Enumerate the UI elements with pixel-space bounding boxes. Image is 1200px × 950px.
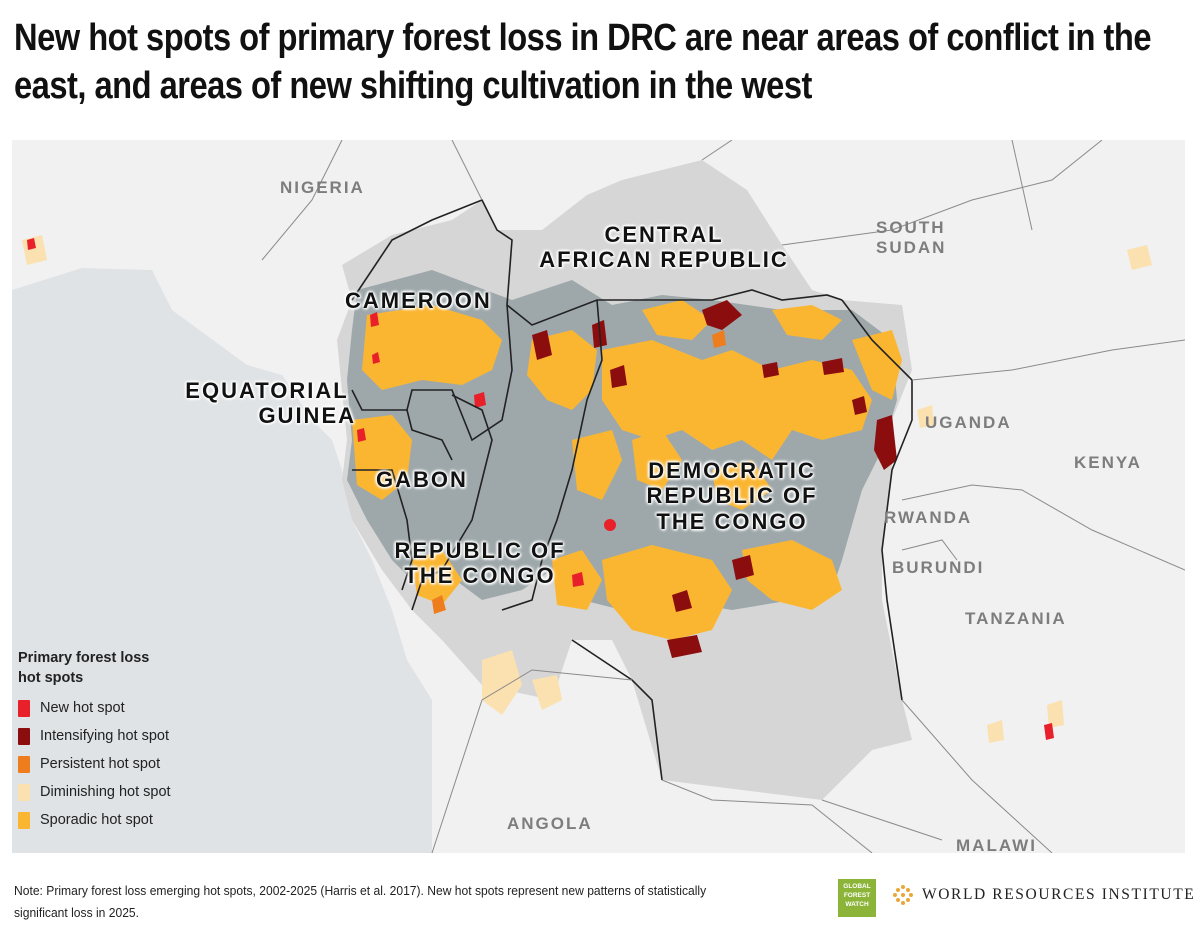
label-cameroon: CAMEROON [345, 288, 492, 313]
label-eq-guinea-line-2: GUINEA [258, 403, 356, 429]
label-south-sudan-line-2: SUDAN [876, 237, 947, 257]
gfw-logo-line-1: GLOBAL [843, 883, 871, 890]
label-malawi: MALAWI [956, 836, 1037, 853]
page-title: New hot spots of primary forest loss in … [14, 17, 1152, 107]
label-angola: ANGOLA [507, 814, 593, 833]
legend-item-intensifying: Intensifying hot spot [18, 722, 238, 750]
label-roc-line-2: THE CONGO [404, 563, 556, 589]
faint-borders [261, 140, 1185, 853]
label-burundi: BURUNDI [892, 558, 985, 577]
legend-item-new: New hot spot [18, 694, 238, 722]
wri-wordmark: WORLD RESOURCES INSTITUTE [922, 886, 1196, 903]
legend-label-persistent: Persistent hot spot [40, 756, 161, 772]
label-car-line-2: AFRICAN REPUBLIC [539, 247, 789, 273]
wri-emblem-icon [893, 885, 913, 905]
label-tanzania: TANZANIA [965, 609, 1067, 628]
label-drc: DEMOCRATIC REPUBLIC OF THE CONGO [632, 458, 832, 534]
intensifying-hot-spots [532, 300, 897, 658]
label-rwanda: RWANDA [884, 508, 973, 527]
legend-item-diminishing: Diminishing hot spot [18, 778, 238, 806]
legend-label-new: New hot spot [40, 700, 125, 716]
label-republic-of-congo: REPUBLIC OF THE CONGO [380, 538, 580, 589]
legend-label-diminishing: Diminishing hot spot [40, 784, 171, 800]
gfw-logo-line-2: FOREST [843, 892, 871, 899]
map-legend: Primary forest loss hot spots New hot sp… [18, 648, 238, 834]
label-kenya: KENYA [1074, 453, 1142, 472]
label-roc-line-1: REPUBLIC OF [394, 538, 566, 563]
legend-item-persistent: Persistent hot spot [18, 750, 238, 778]
label-nigeria: NIGERIA [280, 178, 365, 197]
label-south-sudan-line-1: SOUTH [876, 218, 946, 237]
label-drc-line-1: DEMOCRATIC [648, 458, 816, 483]
gfw-logo-line-3: WATCH [845, 901, 869, 908]
legend-swatch-diminishing [18, 783, 30, 801]
sporadic-hot-spots [352, 300, 902, 640]
legend-item-sporadic: Sporadic hot spot [18, 806, 238, 834]
label-equatorial-guinea: EQUATORIAL GUINEA [178, 378, 356, 429]
label-uganda: UGANDA [925, 413, 1012, 432]
legend-swatch-sporadic [18, 811, 30, 829]
label-drc-line-3: THE CONGO [656, 508, 808, 534]
forest-loss-map: NIGERIA CAMEROON CENTRAL AFRICAN REPUBLI… [12, 140, 1185, 853]
label-central-african-republic: CENTRAL AFRICAN REPUBLIC [524, 222, 804, 273]
source-note: Note: Primary forest loss emerging hot s… [14, 883, 707, 920]
legend-swatch-new [18, 699, 30, 717]
legend-label-sporadic: Sporadic hot spot [40, 812, 153, 828]
global-forest-watch-logo: GLOBAL FOREST WATCH [838, 879, 876, 917]
map-canvas [12, 140, 1185, 853]
legend-swatch-persistent [18, 755, 30, 773]
national-borders [351, 198, 913, 781]
persistent-hot-spots [432, 330, 726, 614]
new-hot-spots [27, 238, 1054, 740]
label-drc-line-2: REPUBLIC OF [646, 483, 818, 509]
label-south-sudan: SOUTH SUDAN [876, 218, 946, 257]
legend-title: Primary forest loss hot spots [18, 650, 150, 686]
label-car-line-1: CENTRAL [604, 222, 724, 247]
label-gabon: GABON [376, 467, 468, 492]
legend-label-intensifying: Intensifying hot spot [40, 728, 169, 744]
legend-swatch-intensifying [18, 727, 30, 745]
label-eq-guinea-line-1: EQUATORIAL [185, 378, 349, 403]
